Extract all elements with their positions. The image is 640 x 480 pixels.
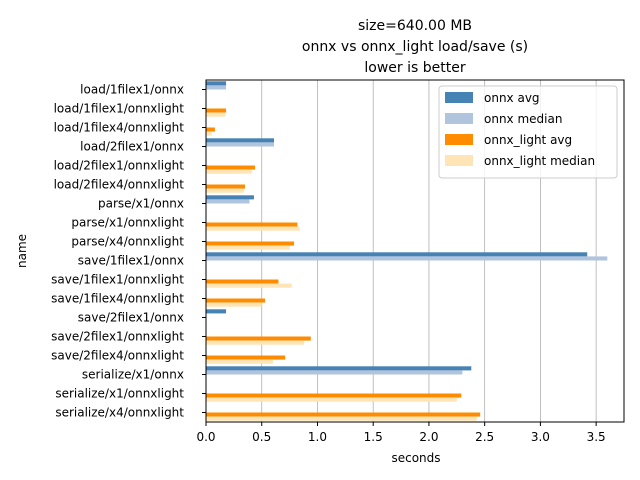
x-tick-label: 3.0 [531, 430, 550, 444]
bar [206, 309, 227, 314]
legend: onnx avg onnx median onnx_light avg onnx_li… [438, 85, 618, 179]
y-tick-label: parse/x1/onnxlight [71, 216, 184, 230]
bar [206, 199, 250, 204]
y-tick-label: serialize/x1/onnxlight [55, 387, 184, 401]
y-axis-label: name [15, 234, 29, 268]
y-tick-label: load/2filex4/onnxlight [54, 178, 185, 192]
bar [206, 188, 244, 193]
bar [206, 195, 254, 200]
bar [206, 226, 300, 231]
x-tick-label: 1.0 [308, 430, 327, 444]
y-tick-label: save/1filex4/onnxlight [51, 292, 184, 306]
x-tick-label: 2.5 [475, 430, 494, 444]
y-tick-label: save/1filex1/onnxlight [51, 273, 184, 287]
legend-swatch [445, 155, 473, 166]
y-tick-label: serialize/x1/onnx [82, 368, 184, 382]
bar [206, 283, 292, 288]
bar [206, 169, 252, 174]
bar [206, 222, 298, 227]
x-tick-label: 0.0 [196, 430, 215, 444]
bar [206, 81, 227, 86]
legend-label: onnx_light avg [484, 133, 572, 147]
bar [206, 359, 273, 364]
y-tick-label: parse/x1/onnx [98, 197, 184, 211]
bar [206, 184, 246, 189]
legend-label: onnx_light median [484, 154, 595, 168]
y-tick-label: load/1filex1/onnxlight [54, 102, 185, 116]
bar [206, 298, 266, 303]
x-tick-labels: 0.0 0.5 1.0 1.5 2.0 2.5 3.0 3.5 [196, 422, 606, 444]
x-tick-label: 3.5 [587, 430, 606, 444]
bar [206, 397, 457, 402]
title-line: lower is better [364, 60, 465, 76]
bar [206, 340, 305, 345]
y-tick-label: load/2filex1/onnx [80, 140, 184, 154]
y-tick-label: serialize/x4/onnxlight [55, 406, 184, 420]
bar [206, 131, 212, 136]
bar [206, 366, 472, 371]
y-tick-label: load/2filex1/onnxlight [54, 159, 185, 173]
bar [206, 279, 279, 284]
x-axis-label: seconds [391, 451, 440, 465]
bar [206, 355, 286, 360]
legend-swatch [445, 92, 473, 103]
y-tick-labels: load/1filex1/onnx load/1filex1/onnxlight l… [51, 83, 206, 420]
bar [206, 245, 290, 250]
y-tick-label: save/1filex1/onnx [78, 254, 184, 268]
y-tick-label: parse/x4/onnxlight [71, 235, 184, 249]
legend-box [438, 85, 618, 179]
legend-swatch [445, 113, 473, 124]
chart-title: size=640.00 MB onnx vs onnx_light load/sa… [302, 18, 528, 76]
bar [206, 127, 215, 132]
bar [206, 252, 588, 257]
title-line: onnx vs onnx_light load/save (s) [302, 39, 528, 55]
legend-label: onnx avg [484, 91, 540, 105]
bar [206, 302, 262, 307]
plot-frame [205, 79, 625, 423]
bar [206, 393, 462, 398]
y-tick-label: load/1filex1/onnx [80, 83, 184, 97]
axes [205, 79, 625, 423]
y-tick-label: load/1filex4/onnxlight [54, 121, 185, 135]
bar [206, 108, 227, 113]
y-tick-label: save/2filex4/onnxlight [51, 349, 184, 363]
bar [206, 412, 481, 417]
bar [206, 370, 463, 375]
bar [206, 336, 311, 341]
bars [206, 81, 608, 421]
bar [206, 241, 295, 246]
legend-swatch [445, 134, 473, 145]
bar [206, 416, 477, 421]
bar [206, 112, 225, 117]
bar [206, 256, 608, 261]
x-tick-label: 1.5 [364, 430, 383, 444]
y-tick-label: save/2filex1/onnx [78, 311, 184, 325]
bar [206, 142, 274, 147]
title-line: size=640.00 MB [358, 18, 472, 34]
bar [206, 165, 256, 170]
x-tick-label: 2.0 [419, 430, 438, 444]
bar [206, 85, 227, 90]
bar [206, 138, 274, 143]
y-tick-label: save/2filex1/onnxlight [51, 330, 184, 344]
legend-label: onnx median [484, 112, 562, 126]
x-tick-label: 0.5 [252, 430, 271, 444]
